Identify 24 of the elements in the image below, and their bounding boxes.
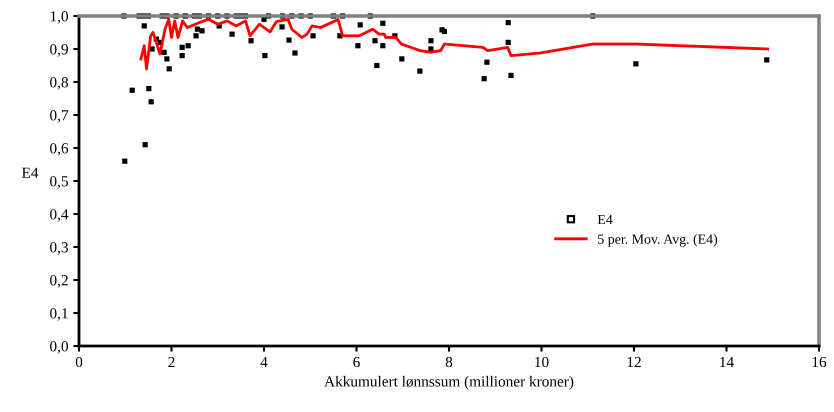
y-tick-label: 0,0: [50, 341, 68, 354]
y-tick-label: 0,3: [50, 242, 68, 255]
y-tick-label: 0,6: [50, 143, 68, 156]
x-tick-label: 12: [628, 356, 641, 368]
x-tick-label: 16: [812, 356, 826, 368]
x-tick-label: 14: [720, 356, 734, 368]
y-tick-label: 0,2: [50, 275, 68, 288]
y-tick-label: 0,8: [50, 77, 68, 90]
y-tick-label: 0,9: [50, 44, 68, 57]
y-tick-label: 0,1: [50, 308, 68, 321]
x-tick-label: 8: [446, 356, 452, 368]
y-tick-label: 0,5: [50, 176, 68, 189]
x-tick-label: 4: [260, 356, 268, 368]
x-tick-label: 2: [168, 356, 174, 368]
y-axis-title: E4: [22, 168, 38, 178]
x-tick-label: 10: [535, 356, 549, 368]
y-tick-label: 0,7: [50, 110, 68, 123]
y-tick-label: 1,0: [50, 11, 68, 24]
x-tick-label: 6: [353, 356, 360, 368]
legend-label: 5 per. Mov. Avg. (E4): [598, 234, 718, 247]
x-tick-label: 0: [76, 356, 82, 368]
y-tick-label: 0,4: [50, 209, 68, 222]
legend-label: E4: [598, 214, 613, 224]
x-axis-title: Akkumulert lønnssum (millioner kroner): [324, 376, 574, 390]
